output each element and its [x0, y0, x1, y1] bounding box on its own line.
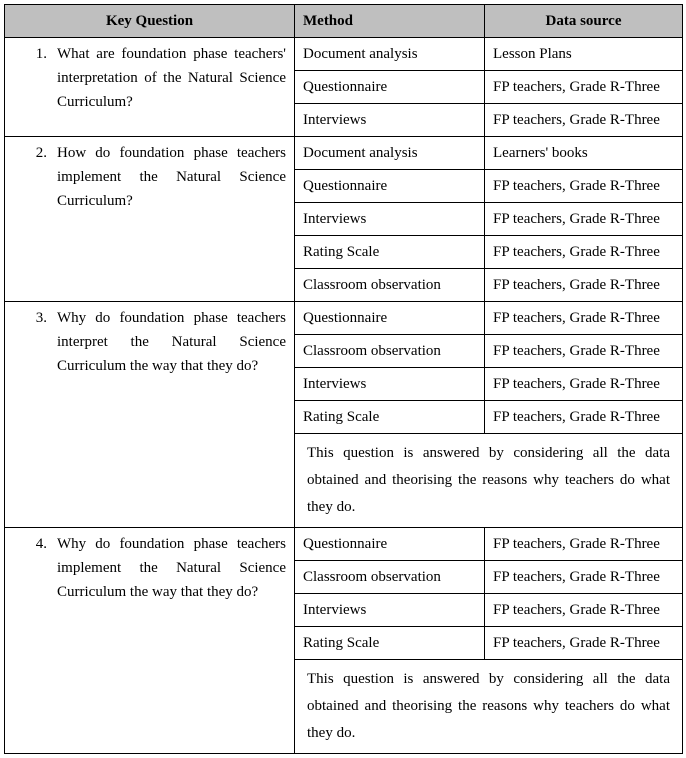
method-cell: Classroom observation: [295, 269, 485, 302]
source-cell: FP teachers, Grade R-Three: [485, 269, 683, 302]
kq-text: Why do foundation phase teachers interpr…: [57, 306, 286, 378]
method-cell: Questionnaire: [295, 302, 485, 335]
table-row: 2. How do foundation phase teachers impl…: [5, 137, 683, 170]
source-cell: FP teachers, Grade R-Three: [485, 335, 683, 368]
method-cell: Interviews: [295, 203, 485, 236]
kq-text: What are foundation phase teachers' inte…: [57, 42, 286, 114]
header-method: Method: [295, 5, 485, 38]
source-cell: Lesson Plans: [485, 38, 683, 71]
q3-note: This question is answered by considering…: [295, 434, 683, 528]
method-cell: Rating Scale: [295, 627, 485, 660]
source-cell: FP teachers, Grade R-Three: [485, 594, 683, 627]
method-cell: Interviews: [295, 104, 485, 137]
method-cell: Document analysis: [295, 137, 485, 170]
kq-number: 2.: [13, 141, 57, 213]
kq-text: How do foundation phase teachers impleme…: [57, 141, 286, 213]
source-cell: FP teachers, Grade R-Three: [485, 71, 683, 104]
source-cell: FP teachers, Grade R-Three: [485, 170, 683, 203]
source-cell: FP teachers, Grade R-Three: [485, 561, 683, 594]
key-question-2: 2. How do foundation phase teachers impl…: [5, 137, 295, 302]
kq-number: 3.: [13, 306, 57, 378]
kq-number: 1.: [13, 42, 57, 114]
source-cell: FP teachers, Grade R-Three: [485, 368, 683, 401]
header-row: Key Question Method Data source: [5, 5, 683, 38]
method-cell: Rating Scale: [295, 236, 485, 269]
research-methods-table: Key Question Method Data source 1. What …: [4, 4, 683, 754]
method-cell: Questionnaire: [295, 71, 485, 104]
source-cell: FP teachers, Grade R-Three: [485, 302, 683, 335]
table-row: 1. What are foundation phase teachers' i…: [5, 38, 683, 71]
research-methods-table-wrapper: Key Question Method Data source 1. What …: [0, 0, 686, 758]
key-question-3: 3. Why do foundation phase teachers inte…: [5, 302, 295, 528]
method-cell: Interviews: [295, 368, 485, 401]
kq-number: 4.: [13, 532, 57, 604]
method-cell: Questionnaire: [295, 170, 485, 203]
header-data-source: Data source: [485, 5, 683, 38]
table-row: 4. Why do foundation phase teachers impl…: [5, 528, 683, 561]
source-cell: Learners' books: [485, 137, 683, 170]
kq-text: Why do foundation phase teachers impleme…: [57, 532, 286, 604]
method-cell: Questionnaire: [295, 528, 485, 561]
method-cell: Rating Scale: [295, 401, 485, 434]
source-cell: FP teachers, Grade R-Three: [485, 236, 683, 269]
method-cell: Document analysis: [295, 38, 485, 71]
source-cell: FP teachers, Grade R-Three: [485, 627, 683, 660]
method-cell: Classroom observation: [295, 561, 485, 594]
key-question-1: 1. What are foundation phase teachers' i…: [5, 38, 295, 137]
source-cell: FP teachers, Grade R-Three: [485, 203, 683, 236]
q4-note: This question is answered by considering…: [295, 660, 683, 754]
key-question-4: 4. Why do foundation phase teachers impl…: [5, 528, 295, 754]
method-cell: Interviews: [295, 594, 485, 627]
method-cell: Classroom observation: [295, 335, 485, 368]
header-key-question: Key Question: [5, 5, 295, 38]
source-cell: FP teachers, Grade R-Three: [485, 104, 683, 137]
source-cell: FP teachers, Grade R-Three: [485, 401, 683, 434]
source-cell: FP teachers, Grade R-Three: [485, 528, 683, 561]
table-row: 3. Why do foundation phase teachers inte…: [5, 302, 683, 335]
